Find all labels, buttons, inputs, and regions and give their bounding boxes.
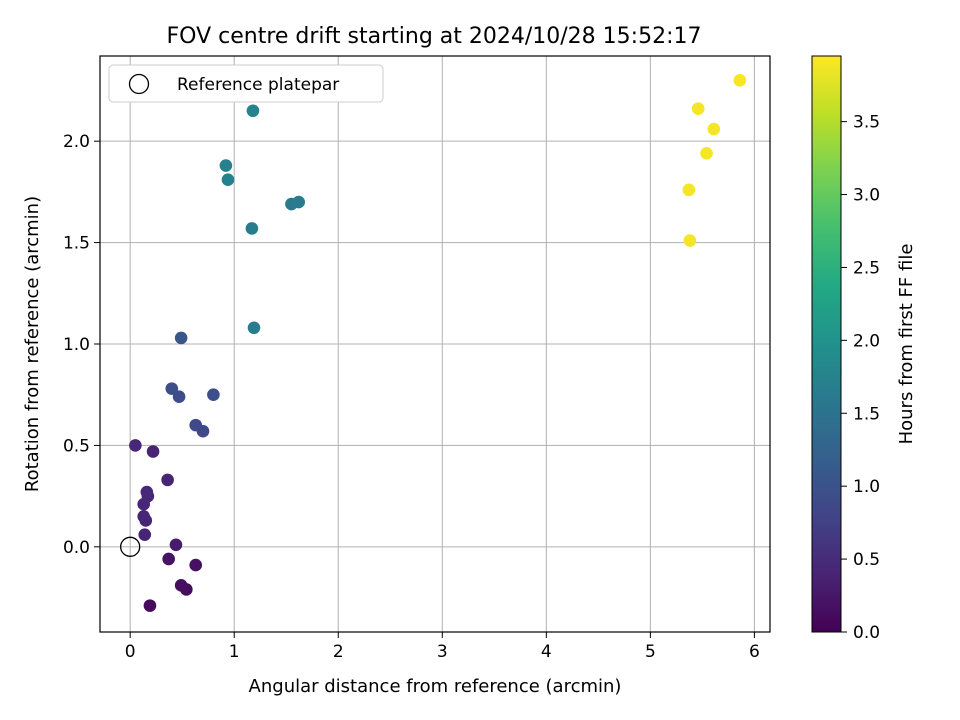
data-point bbox=[219, 159, 233, 172]
legend-marker-icon bbox=[128, 73, 150, 95]
data-point bbox=[143, 599, 157, 612]
x-tick-label: 6 bbox=[749, 642, 760, 662]
y-tick-label: 0.0 bbox=[63, 538, 90, 558]
data-point bbox=[172, 390, 186, 404]
y-tick-label: 1.0 bbox=[63, 335, 90, 355]
y-axis-ticks: 0.0 0.5 1.0 1.5 2.0 bbox=[63, 132, 100, 558]
data-point bbox=[189, 418, 203, 432]
grid-lines bbox=[100, 56, 770, 632]
x-tick-label: 2 bbox=[333, 642, 344, 662]
colorbar-tick-label: 2.0 bbox=[853, 331, 880, 351]
colorbar-tick-label: 3.5 bbox=[853, 113, 880, 133]
data-point bbox=[140, 485, 154, 499]
colorbar-tick-label: 0.0 bbox=[853, 623, 880, 643]
colorbar-tick-label: 0.5 bbox=[853, 550, 880, 570]
colorbar-tick-label: 3.0 bbox=[853, 186, 880, 206]
y-tick-label: 2.0 bbox=[63, 132, 90, 152]
x-axis-label: Angular distance from reference (arcmin) bbox=[249, 676, 622, 697]
data-point bbox=[137, 510, 150, 523]
data-point bbox=[700, 147, 713, 160]
colorbar-tick-label: 1.0 bbox=[853, 477, 880, 497]
data-point bbox=[683, 234, 697, 247]
legend: Reference platepar bbox=[108, 64, 384, 103]
data-point bbox=[247, 321, 261, 335]
x-tick-label: 4 bbox=[541, 642, 552, 662]
data-point bbox=[292, 195, 306, 209]
data-point bbox=[174, 579, 188, 592]
data-point bbox=[707, 122, 721, 136]
y-tick-label: 0.5 bbox=[63, 436, 90, 456]
data-point bbox=[138, 528, 152, 541]
colorbar-tick-label: 1.5 bbox=[853, 404, 880, 424]
data-point bbox=[169, 538, 183, 552]
legend-entry: Reference platepar bbox=[177, 75, 339, 95]
data-point bbox=[691, 102, 705, 116]
legend-box bbox=[108, 64, 384, 103]
reference-point bbox=[120, 536, 141, 557]
data-point bbox=[245, 222, 259, 235]
colorbar-tick-label: 2.5 bbox=[853, 258, 880, 278]
x-axis-ticks: 0 1 2 3 4 5 6 bbox=[125, 632, 760, 662]
data-points bbox=[129, 74, 747, 612]
y-axis-label: Rotation from reference (arcmin) bbox=[22, 196, 43, 492]
data-point bbox=[129, 439, 142, 452]
reference-marker bbox=[120, 536, 141, 557]
data-point bbox=[682, 183, 696, 197]
colorbar-label: Hours from first FF file bbox=[896, 244, 917, 445]
data-point bbox=[189, 558, 203, 572]
colorbar-gradient bbox=[811, 55, 842, 633]
data-point bbox=[246, 104, 260, 118]
colorbar-ticks: 0.0 0.5 1.0 1.5 2.0 2.5 3.0 3.5 bbox=[841, 113, 880, 643]
colorbar: 0.0 0.5 1.0 1.5 2.0 2.5 3.0 3.5 Hours from firs… bbox=[811, 55, 917, 643]
x-tick-label: 1 bbox=[229, 642, 240, 662]
chart-title: FOV centre drift starting at 2024/10/28 … bbox=[167, 24, 702, 49]
data-point bbox=[174, 331, 188, 345]
data-point bbox=[207, 388, 220, 402]
data-point bbox=[146, 445, 160, 458]
data-point bbox=[165, 382, 179, 395]
data-point bbox=[733, 74, 747, 87]
data-point bbox=[221, 173, 235, 187]
x-tick-label: 3 bbox=[437, 642, 448, 662]
y-tick-label: 1.5 bbox=[63, 234, 90, 254]
x-tick-label: 5 bbox=[645, 642, 656, 662]
x-tick-label: 0 bbox=[125, 642, 136, 662]
data-point bbox=[162, 552, 175, 566]
data-point bbox=[161, 473, 174, 487]
